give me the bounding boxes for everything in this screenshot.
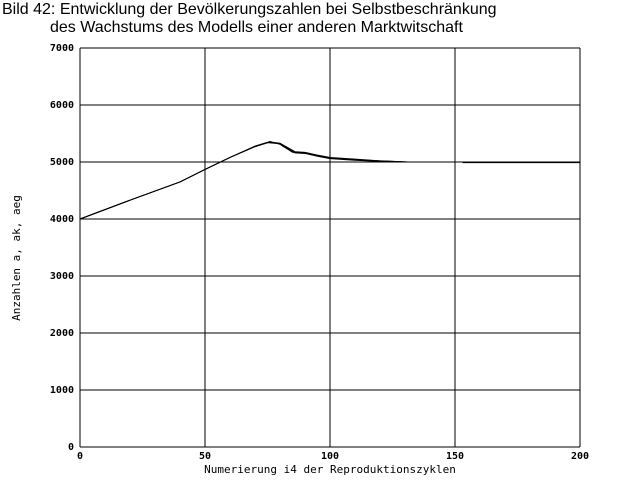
x-tick-label: 100: [321, 451, 339, 462]
chart-title: Bild 42: Entwicklung der Bevölkerungszah…: [2, 1, 497, 18]
x-tick-label: 0: [77, 451, 83, 462]
chart-subtitle: des Wachstums des Modells einer anderen …: [50, 19, 463, 36]
x-tick-label: 150: [446, 451, 464, 462]
y-tick-label: 2000: [50, 328, 74, 339]
series-line-aeg: [79, 142, 408, 220]
y-tick-label: 7000: [50, 43, 74, 54]
y-tick-label: 1000: [50, 385, 74, 396]
series-line-ak: [79, 141, 408, 220]
y-tick-label: 4000: [50, 214, 74, 225]
x-axis-label: Numerierung i4 der Reproduktionszyklen: [204, 463, 456, 476]
x-tick-label: 200: [571, 451, 589, 462]
x-tick-label: 50: [199, 451, 211, 462]
y-axis-label: Anzahlen a, ak, aeg: [10, 195, 23, 321]
series-line-a: [79, 140, 408, 220]
y-tick-label: 6000: [50, 100, 74, 111]
y-tick-label: 0: [68, 442, 74, 453]
y-tick-label: 3000: [50, 271, 74, 282]
y-tick-label: 5000: [50, 157, 74, 168]
